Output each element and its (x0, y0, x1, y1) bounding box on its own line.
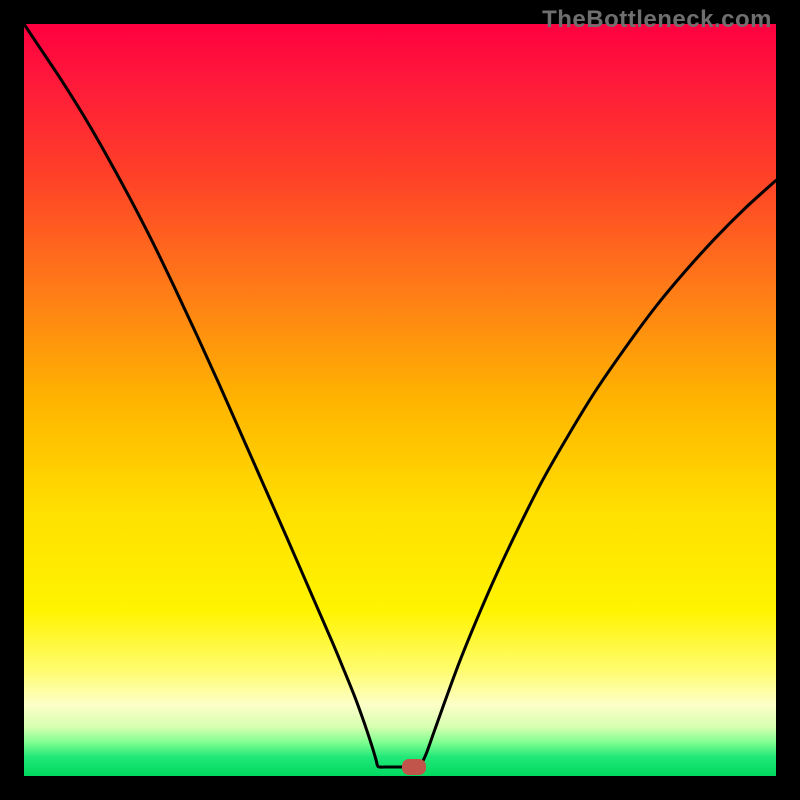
gradient-background (24, 24, 776, 776)
chart-svg (24, 24, 776, 776)
chart-frame (24, 24, 776, 776)
optimum-marker (402, 759, 426, 775)
watermark-text: TheBottleneck.com (542, 6, 772, 34)
